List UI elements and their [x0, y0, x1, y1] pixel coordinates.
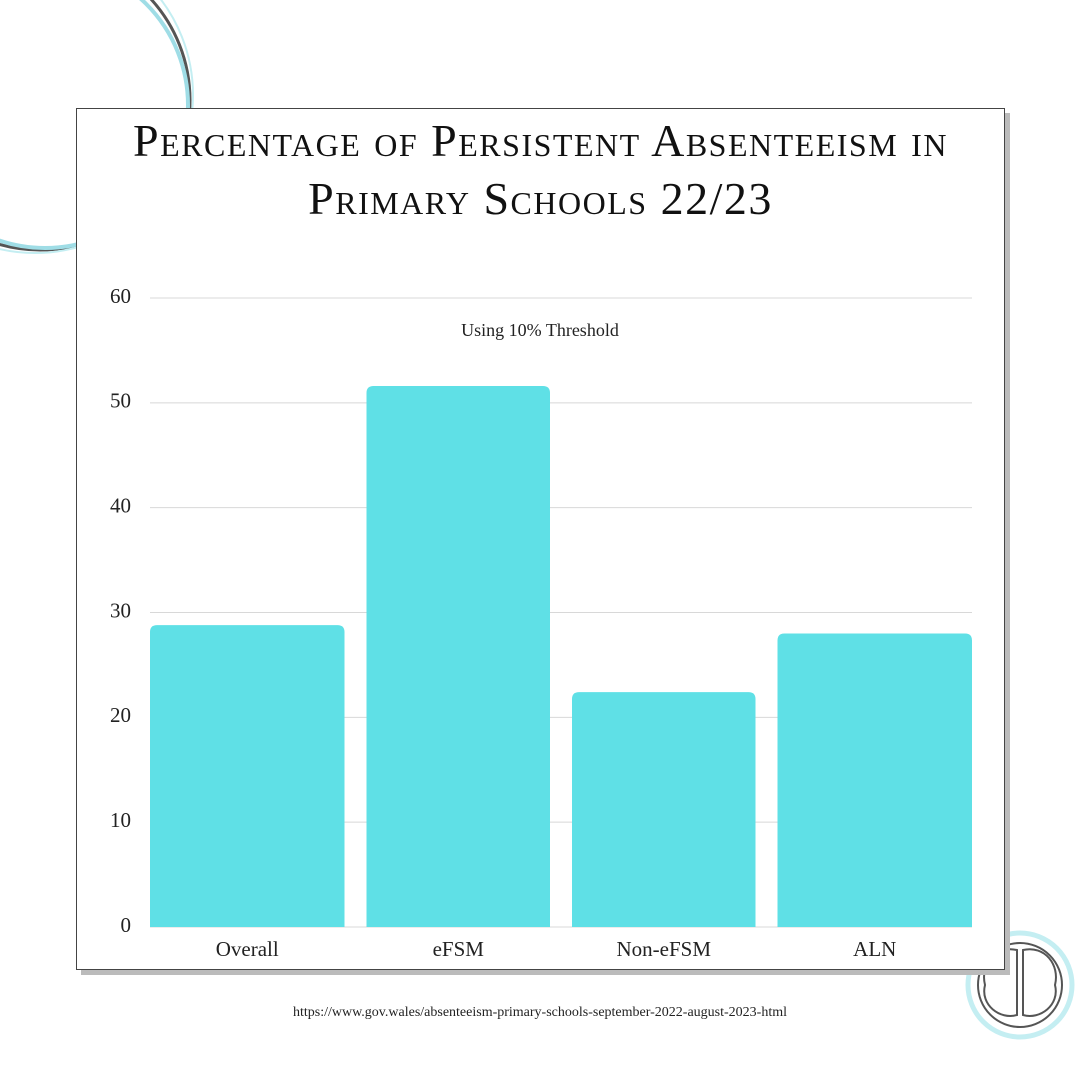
y-tick-label: 50 — [110, 389, 131, 413]
chart-title: Percentage of Persistent Absenteeism in … — [133, 115, 948, 224]
x-tick-label: eFSM — [433, 937, 485, 961]
x-tick-label: ALN — [853, 937, 896, 961]
bar — [366, 386, 550, 927]
bar — [777, 633, 972, 927]
chart-subtitle: Using 10% Threshold — [461, 320, 619, 340]
x-tick-label: Non-eFSM — [616, 937, 711, 961]
y-tick-label: 30 — [110, 598, 131, 622]
x-tick-label: Overall — [216, 937, 279, 961]
bar — [572, 692, 756, 927]
bar — [150, 625, 345, 927]
y-tick-label: 20 — [110, 703, 131, 727]
source: https://www.gov.wales/absenteeism-primar… — [292, 1005, 788, 1020]
y-tick-label: 60 — [110, 284, 131, 308]
y-tick-label: 0 — [121, 913, 132, 937]
y-tick-label: 40 — [110, 493, 131, 517]
y-tick-label: 10 — [110, 808, 131, 832]
